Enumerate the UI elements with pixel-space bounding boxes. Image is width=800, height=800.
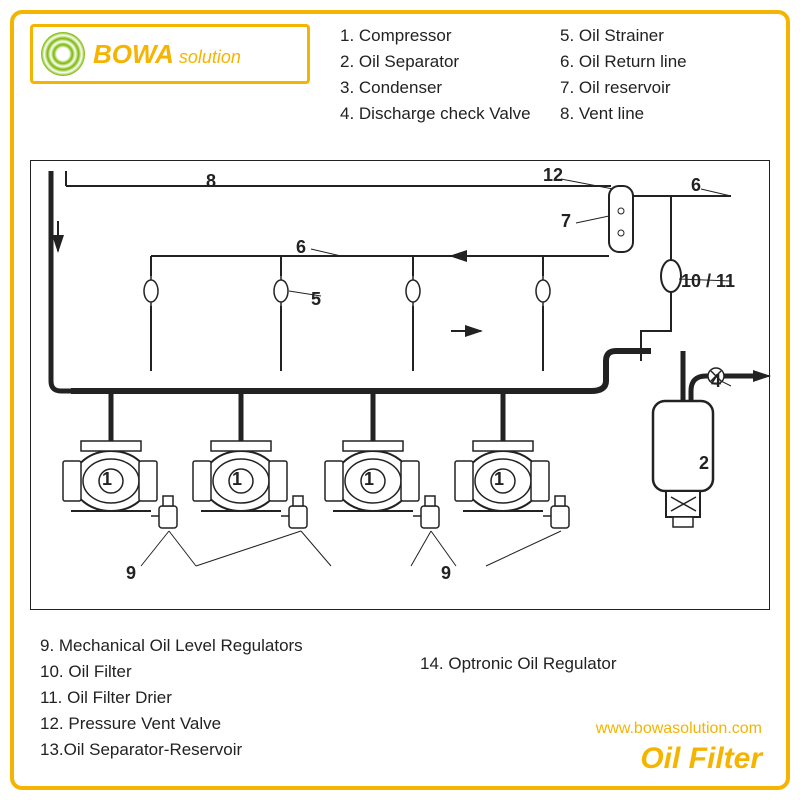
diagram-label: 1 [102, 469, 112, 490]
legend-item: 3. Condenser [340, 78, 531, 98]
diagram-label: 1 [232, 469, 242, 490]
legend-item: 12. Pressure Vent Valve [40, 714, 303, 734]
schematic-svg [31, 161, 771, 611]
diagram-label: 2 [699, 453, 709, 474]
diagram-label: 4 [711, 371, 721, 392]
legend-item: 10. Oil Filter [40, 662, 303, 682]
diagram-label: 12 [543, 165, 563, 186]
website-url: www.bowasolution.com [596, 720, 762, 738]
diagram-label: 6 [691, 175, 701, 196]
page-title: Oil Filter [640, 742, 762, 776]
diagram-label: 9 [441, 563, 451, 584]
legend-item: 1. Compressor [340, 26, 531, 46]
legend-item: 7. Oil reservoir [560, 78, 687, 98]
legend-item: 8. Vent line [560, 104, 687, 124]
sun-icon [41, 32, 85, 76]
legend-item: 6. Oil Return line [560, 52, 687, 72]
legend-item: 5. Oil Strainer [560, 26, 687, 46]
legend-item: 4. Discharge check Valve [340, 104, 531, 124]
diagram-label: 8 [206, 171, 216, 192]
legend-item: 2. Oil Separator [340, 52, 531, 72]
legend-item: 9. Mechanical Oil Level Regulators [40, 636, 303, 656]
diagram-label: 6 [296, 237, 306, 258]
optronic-label: 14. Optronic Oil Regulator [420, 654, 617, 674]
legend-bottom: 9. Mechanical Oil Level Regulators 10. O… [40, 636, 303, 760]
legend-item: 11. Oil Filter Drier [40, 688, 303, 708]
diagram-label: 1 [364, 469, 374, 490]
legend-col-2: 5. Oil Strainer 6. Oil Return line 7. Oi… [560, 26, 687, 124]
diagram-label: 5 [311, 289, 321, 310]
diagram-label: 7 [561, 211, 571, 232]
diagram-label: 1 [494, 469, 504, 490]
diagram-label: 9 [126, 563, 136, 584]
legend-col-1: 1. Compressor 2. Oil Separator 3. Conden… [340, 26, 531, 124]
legend-item: 13.Oil Separator-Reservoir [40, 740, 303, 760]
logo-text: BOWA solution [93, 39, 241, 70]
schematic-diagram: 8 12 6 7 6 10 / 11 5 4 2 1 1 1 1 9 9 [30, 160, 770, 610]
diagram-label: 10 / 11 [681, 271, 735, 292]
logo: BOWA solution [30, 24, 310, 84]
